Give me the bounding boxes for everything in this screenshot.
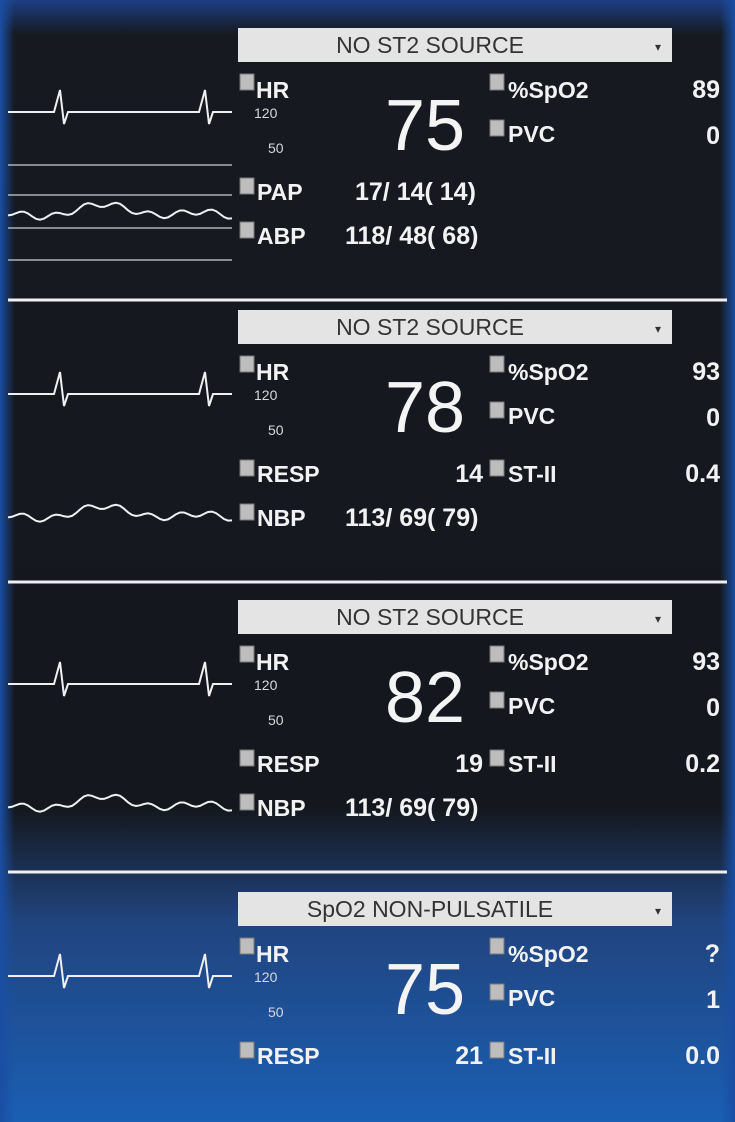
spo2-label: %SpO2	[508, 649, 589, 675]
status-icon	[240, 504, 254, 520]
pvc-value: 0	[706, 694, 720, 722]
status-icon	[240, 938, 254, 954]
pvc-label: PVC	[508, 985, 555, 1011]
status-icon	[490, 402, 504, 418]
param-label: ST-II	[508, 1043, 557, 1069]
param-value: 17/ 14( 14)	[355, 178, 476, 206]
alarm-text: NO ST2 SOURCE	[336, 314, 524, 340]
pvc-label: PVC	[508, 693, 555, 719]
alarm-text: NO ST2 SOURCE	[336, 604, 524, 630]
param-value: 14	[455, 460, 483, 488]
param-value: 118/ 48( 68)	[345, 222, 478, 250]
status-icon	[240, 74, 254, 90]
alarm-arrow: ▾	[655, 322, 661, 336]
alarm-arrow: ▾	[655, 612, 661, 626]
pvc-value: 0	[706, 122, 720, 150]
hr-value: 75	[385, 86, 465, 166]
status-icon	[490, 356, 504, 372]
param-label: RESP	[257, 751, 320, 777]
pvc-label: PVC	[508, 403, 555, 429]
status-icon	[240, 750, 254, 766]
param-value: 0.0	[685, 1042, 720, 1070]
hr-low-limit: 50	[268, 712, 284, 728]
spo2-value: ?	[705, 940, 720, 968]
hr-value: 75	[385, 950, 465, 1030]
param-label: NBP	[257, 795, 306, 821]
spo2-value: 93	[692, 648, 720, 676]
hr-label: HR	[256, 359, 290, 385]
spo2-label: %SpO2	[508, 941, 589, 967]
hr-low-limit: 50	[268, 1004, 284, 1020]
hr-label: HR	[256, 77, 290, 103]
param-label: RESP	[257, 461, 320, 487]
pvc-value: 1	[706, 986, 720, 1014]
param-label: ABP	[257, 223, 306, 249]
status-icon	[240, 794, 254, 810]
status-icon	[490, 460, 504, 476]
hr-high-limit: 120	[254, 105, 278, 121]
status-icon	[490, 750, 504, 766]
status-icon	[490, 984, 504, 1000]
monitor-screen: NO ST2 SOURCE ▾ HR 120 50 75 %SpO2 89 PVC 0 PAP 17/…	[0, 0, 735, 1122]
status-icon	[490, 1042, 504, 1058]
status-icon	[240, 356, 254, 372]
hr-high-limit: 120	[254, 677, 278, 693]
hr-label: HR	[256, 941, 290, 967]
alarm-text: NO ST2 SOURCE	[336, 32, 524, 58]
hr-high-limit: 120	[254, 387, 278, 403]
spo2-label: %SpO2	[508, 359, 589, 385]
param-value: 113/ 69( 79)	[345, 794, 478, 822]
hr-low-limit: 50	[268, 422, 284, 438]
alarm-arrow: ▾	[655, 904, 661, 918]
spo2-value: 89	[692, 76, 720, 104]
pvc-value: 0	[706, 404, 720, 432]
param-value: 21	[455, 1042, 483, 1070]
param-label: ST-II	[508, 751, 557, 777]
param-value: 0.4	[685, 460, 720, 488]
status-icon	[240, 222, 254, 238]
hr-low-limit: 50	[268, 140, 284, 156]
param-label: RESP	[257, 1043, 320, 1069]
param-label: NBP	[257, 505, 306, 531]
status-icon	[490, 938, 504, 954]
spo2-label: %SpO2	[508, 77, 589, 103]
hr-value: 82	[385, 658, 465, 738]
param-label: PAP	[257, 179, 303, 205]
param-value: 113/ 69( 79)	[345, 504, 478, 532]
param-value: 0.2	[685, 750, 720, 778]
status-icon	[490, 120, 504, 136]
hr-label: HR	[256, 649, 290, 675]
status-icon	[240, 646, 254, 662]
background-edge	[0, 0, 735, 1122]
status-icon	[490, 646, 504, 662]
param-label: ST-II	[508, 461, 557, 487]
alarm-arrow: ▾	[655, 40, 661, 54]
pvc-label: PVC	[508, 121, 555, 147]
hr-value: 78	[385, 368, 465, 448]
status-icon	[490, 74, 504, 90]
status-icon	[240, 460, 254, 476]
spo2-value: 93	[692, 358, 720, 386]
status-icon	[240, 1042, 254, 1058]
status-icon	[240, 178, 254, 194]
page: {"panels": [ {"alarm": "NO ST2 SOURCE", …	[0, 0, 735, 1122]
hr-high-limit: 120	[254, 969, 278, 985]
status-icon	[490, 692, 504, 708]
alarm-text: SpO2 NON-PULSATILE	[307, 896, 553, 922]
param-value: 19	[455, 750, 483, 778]
